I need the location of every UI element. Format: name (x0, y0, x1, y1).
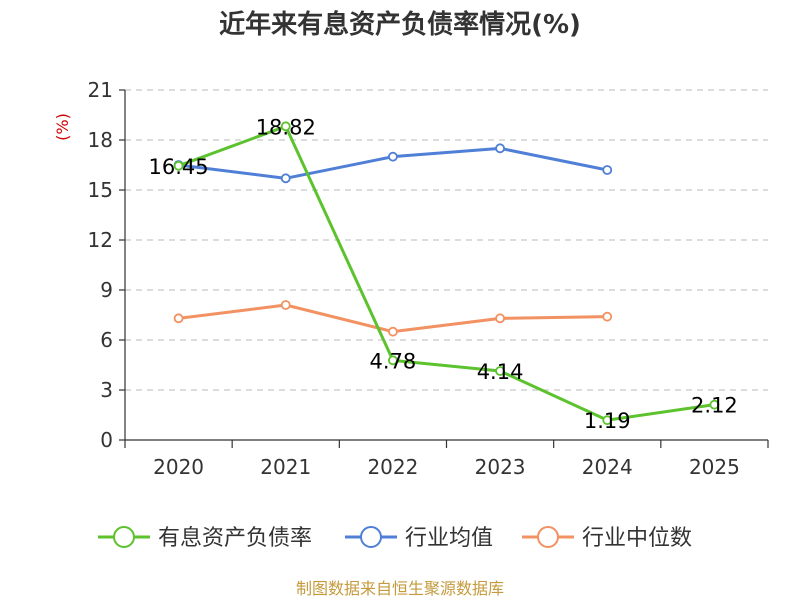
y-axis-unit: (%) (53, 113, 72, 141)
y-tick-label: 6 (100, 328, 113, 352)
data-point[interactable] (388, 151, 398, 162)
legend-label: 有息资产负债率 (158, 526, 312, 551)
data-point[interactable] (602, 311, 613, 322)
y-tick-label: 3 (100, 378, 113, 402)
x-tick-label: 2024 (582, 455, 633, 479)
legend-label: 行业均值 (405, 526, 493, 551)
gridlines (125, 89, 768, 391)
chart-title: 近年来有息资产负债率情况(%) (219, 9, 581, 40)
legend-swatch-marker (360, 526, 382, 548)
legend-item-2[interactable]: 行业中位数 (522, 526, 692, 551)
x-tick-label: 2020 (153, 455, 204, 479)
data-point[interactable] (602, 165, 613, 175)
data-point[interactable] (495, 313, 505, 324)
series-2 (173, 300, 613, 337)
y-tick-label: 9 (100, 278, 113, 302)
series-0 (173, 121, 720, 426)
data-point[interactable] (602, 415, 613, 426)
data-label: 2.12 (691, 394, 738, 418)
x-tick-label: 2021 (260, 455, 311, 479)
data-point[interactable] (280, 300, 291, 310)
data-point[interactable] (388, 355, 398, 366)
data-label: 4.78 (370, 349, 417, 373)
data-label: 16.45 (149, 155, 209, 179)
x-tick-label: 2022 (367, 455, 418, 479)
legend-label: 行业中位数 (582, 526, 692, 551)
y-tick-label: 18 (88, 128, 113, 152)
legend-item-0[interactable]: 有息资产负债率 (98, 526, 312, 551)
data-labels: 16.45 18.82 4.78 4.14 1.19 2.12 (149, 115, 738, 433)
series-line (178, 124, 715, 422)
data-point[interactable] (173, 313, 184, 324)
axes: 0 3 6 9 12 15 18 21 2020 2021 2022 2023 2024 2025 (88, 78, 769, 479)
x-tick-label: 2025 (689, 455, 740, 479)
series-lines (173, 121, 720, 426)
legend-swatch-marker (537, 526, 559, 548)
data-point[interactable] (280, 173, 291, 184)
data-point[interactable] (280, 121, 291, 132)
data-point[interactable] (709, 399, 720, 410)
series-1 (173, 143, 613, 184)
y-tick-label: 21 (88, 78, 113, 102)
y-tick-label: 12 (88, 228, 113, 252)
data-point[interactable] (173, 160, 184, 171)
y-tick-label: 0 (100, 428, 113, 452)
data-label: 1.19 (584, 409, 631, 433)
data-point[interactable] (495, 366, 505, 376)
y-tick-label: 15 (88, 178, 113, 202)
x-tick-label: 2023 (475, 455, 526, 479)
data-label: 18.82 (256, 115, 316, 139)
legend[interactable]: 有息资产负债率 行业均值 行业中位数 (98, 526, 692, 551)
legend-item-1[interactable]: 行业均值 (345, 526, 493, 551)
source-note: 制图数据来自恒生聚源数据库 (296, 579, 504, 598)
legend-swatch-marker (113, 526, 135, 548)
data-point[interactable] (388, 326, 398, 337)
data-point[interactable] (495, 143, 505, 154)
data-label: 4.14 (477, 360, 524, 384)
